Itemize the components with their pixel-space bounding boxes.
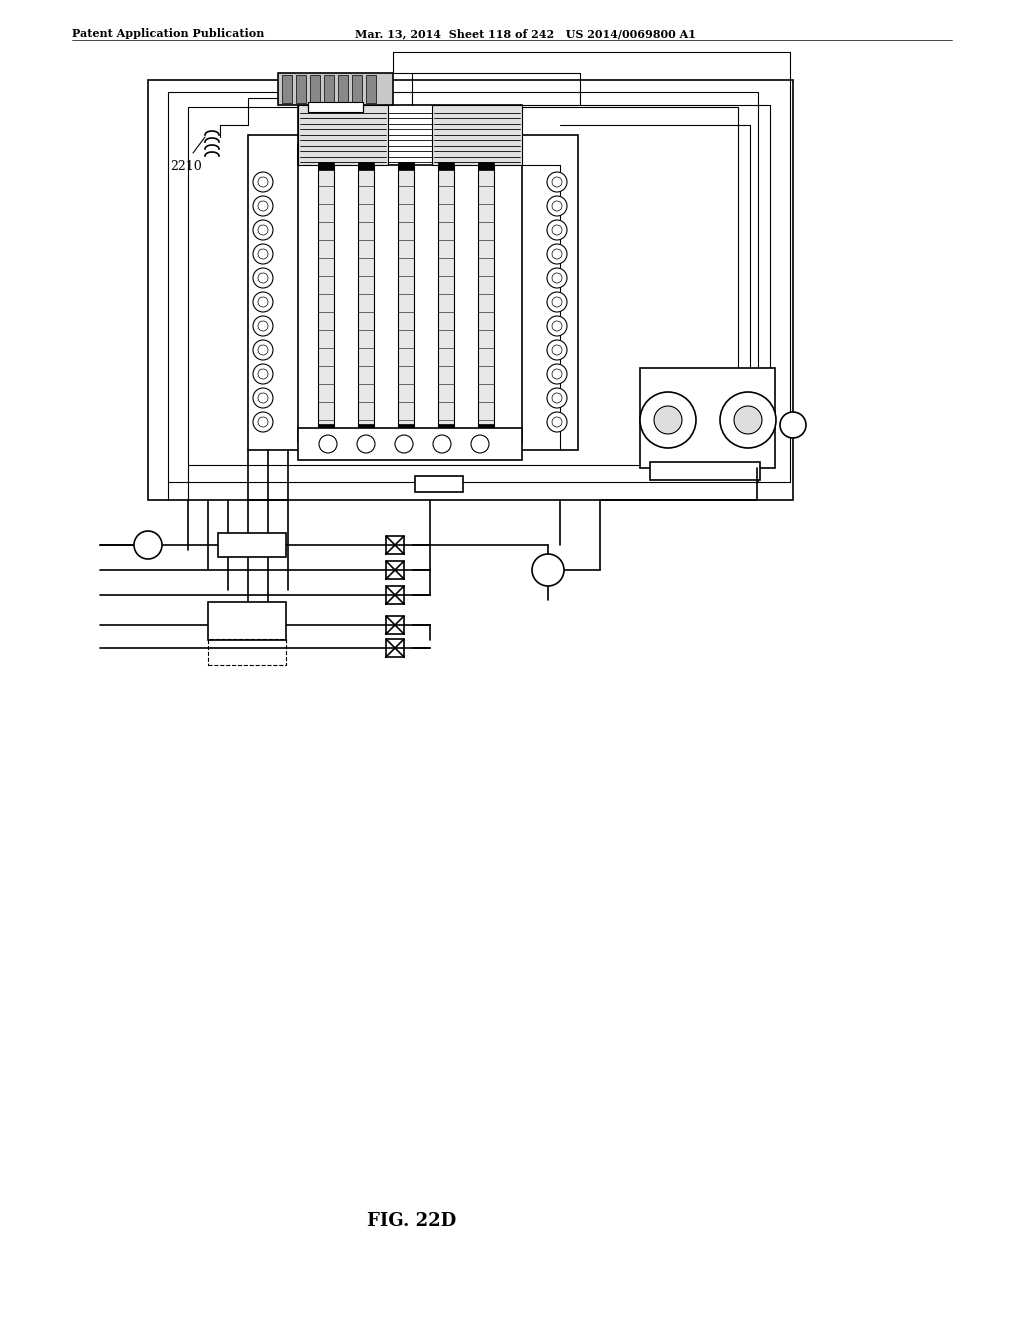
Circle shape <box>547 341 567 360</box>
Circle shape <box>547 292 567 312</box>
Bar <box>352 75 362 103</box>
Bar <box>148 81 793 500</box>
Bar <box>168 92 758 482</box>
Bar <box>650 462 760 480</box>
Circle shape <box>547 220 567 240</box>
Circle shape <box>547 172 567 191</box>
Circle shape <box>547 364 567 384</box>
Circle shape <box>258 417 268 426</box>
Circle shape <box>253 292 273 312</box>
Circle shape <box>552 370 562 379</box>
Circle shape <box>552 417 562 426</box>
Text: 2210: 2210 <box>170 160 202 173</box>
Bar <box>432 106 522 165</box>
Bar <box>310 75 319 103</box>
Circle shape <box>552 321 562 331</box>
Bar <box>318 424 334 432</box>
Circle shape <box>640 392 696 447</box>
Bar <box>298 106 522 165</box>
Circle shape <box>253 388 273 408</box>
Circle shape <box>552 345 562 355</box>
Circle shape <box>258 249 268 259</box>
Bar <box>358 424 374 432</box>
Bar <box>298 144 522 442</box>
Bar <box>366 75 376 103</box>
Circle shape <box>319 436 337 453</box>
Bar <box>318 165 334 426</box>
Circle shape <box>552 273 562 282</box>
Circle shape <box>258 321 268 331</box>
Circle shape <box>357 436 375 453</box>
Bar <box>278 73 393 106</box>
Bar <box>298 106 388 165</box>
Circle shape <box>258 177 268 187</box>
Circle shape <box>552 393 562 403</box>
Circle shape <box>253 268 273 288</box>
Bar <box>282 75 292 103</box>
Circle shape <box>547 244 567 264</box>
Bar <box>208 639 286 665</box>
Circle shape <box>253 315 273 337</box>
Circle shape <box>552 201 562 211</box>
Circle shape <box>253 341 273 360</box>
Circle shape <box>258 201 268 211</box>
Circle shape <box>547 315 567 337</box>
Bar <box>398 162 414 170</box>
Circle shape <box>552 249 562 259</box>
Bar <box>438 162 454 170</box>
Bar <box>218 533 286 557</box>
Bar <box>478 162 494 170</box>
Bar <box>438 165 454 426</box>
Circle shape <box>552 297 562 308</box>
Circle shape <box>547 412 567 432</box>
Text: Mar. 13, 2014  Sheet 118 of 242   US 2014/0069800 A1: Mar. 13, 2014 Sheet 118 of 242 US 2014/0… <box>355 28 696 40</box>
Circle shape <box>720 392 776 447</box>
Bar <box>478 424 494 432</box>
Circle shape <box>433 436 451 453</box>
Bar <box>415 477 463 492</box>
Circle shape <box>654 407 682 434</box>
Circle shape <box>734 407 762 434</box>
Text: FIG. 22D: FIG. 22D <box>368 1212 457 1230</box>
Circle shape <box>134 531 162 558</box>
Bar <box>296 75 306 103</box>
Circle shape <box>253 220 273 240</box>
Bar <box>398 165 414 426</box>
Bar <box>438 424 454 432</box>
Bar <box>308 102 362 112</box>
Bar <box>358 165 374 426</box>
Bar <box>398 424 414 432</box>
Circle shape <box>258 345 268 355</box>
Circle shape <box>552 177 562 187</box>
Bar <box>478 165 494 426</box>
Circle shape <box>532 554 564 586</box>
Circle shape <box>253 364 273 384</box>
Bar <box>338 75 348 103</box>
Circle shape <box>258 370 268 379</box>
Bar <box>208 602 286 640</box>
Circle shape <box>780 412 806 438</box>
Circle shape <box>258 297 268 308</box>
Circle shape <box>547 268 567 288</box>
Bar <box>640 368 775 469</box>
Circle shape <box>253 412 273 432</box>
Circle shape <box>552 224 562 235</box>
Circle shape <box>547 195 567 216</box>
Text: Patent Application Publication: Patent Application Publication <box>72 28 264 40</box>
Bar <box>324 75 334 103</box>
Circle shape <box>253 244 273 264</box>
Bar <box>248 135 578 450</box>
Circle shape <box>258 393 268 403</box>
Circle shape <box>547 388 567 408</box>
Bar <box>358 162 374 170</box>
Circle shape <box>258 273 268 282</box>
Circle shape <box>253 195 273 216</box>
Bar <box>188 107 738 465</box>
Circle shape <box>253 172 273 191</box>
Bar <box>298 428 522 459</box>
Circle shape <box>258 224 268 235</box>
Circle shape <box>471 436 489 453</box>
Circle shape <box>395 436 413 453</box>
Bar <box>318 162 334 170</box>
